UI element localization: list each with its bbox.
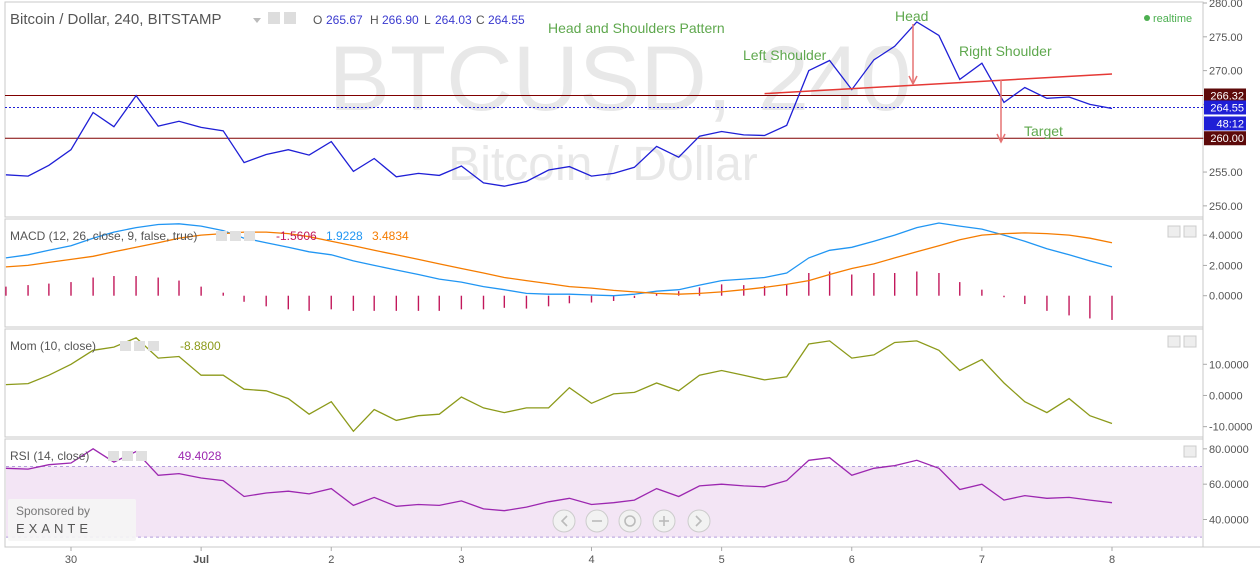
high-label: H [370,13,379,27]
y-tick-label: 0.0000 [1209,390,1243,402]
reset-button[interactable] [618,509,642,533]
y-tick-label: 0.0000 [1209,291,1243,303]
y-tick-label: 280.00 [1209,0,1243,10]
head-annotation: Head [895,8,928,24]
macd-histogram [5,271,1113,320]
x-tick-label: 7 [979,554,985,566]
y-tick-label: 60.0000 [1209,479,1249,491]
reset-icon [624,515,636,527]
chevron-right-icon [695,515,703,527]
last-price-badge [1204,100,1246,115]
y-tick-label: 270.00 [1209,66,1243,78]
rsi-value: 49.4028 [178,449,222,463]
y-tick-label: 255.00 [1209,167,1243,179]
y-tick-label: 2.0000 [1209,260,1243,272]
symbol-title[interactable]: Bitcoin / Dollar, 240, BITSTAMP [10,11,221,28]
countdown-badge [1204,116,1246,131]
resistance-badge-label: 266.32 [1210,91,1244,103]
mom-value: -8.8800 [180,339,221,353]
settings-icon[interactable] [268,12,280,24]
sponsor-line1: Sponsored by [16,504,90,518]
rsi-pane-controls[interactable] [108,451,147,461]
y-tick-label: 10.0000 [1209,359,1249,371]
realtime-label: realtime [1153,13,1192,25]
mom-pane-controls[interactable] [120,341,159,351]
x-tick-label: 8 [1109,554,1115,566]
navigation-glyphs [560,515,703,527]
left-shoulder-annotation: Left Shoulder [743,47,827,63]
symbol-menu-icon[interactable] [253,18,261,23]
signal-value: 3.4834 [372,229,409,243]
resistance-badge [1204,88,1246,103]
close-value: 264.55 [488,13,525,27]
rsi-title[interactable]: RSI (14, close) [10,449,89,463]
sponsor-line2: EXANTE [16,521,92,536]
x-tick-label: Jul [193,554,209,566]
mom-title[interactable]: Mom (10, close) [10,339,96,353]
pattern-annotation: Head and Shoulders Pattern [548,20,725,36]
target-arrow [996,80,1006,144]
open-label: O [313,13,322,27]
open-value: 265.67 [326,13,363,27]
low-label: L [424,13,431,27]
low-value: 264.03 [435,13,472,27]
price-series-line [5,21,1113,187]
y-tick-label: 250.00 [1209,201,1243,213]
y-tick-label: 4.0000 [1209,230,1243,242]
head-arrow [908,24,918,86]
x-tick-label: 5 [719,554,725,566]
target-annotation: Target [1024,123,1063,139]
macd-pane-bg [4,218,1204,328]
x-tick-label: 4 [588,554,594,566]
y-tick-label: -10.0000 [1209,422,1252,434]
rsi-move-buttons[interactable] [1183,445,1197,458]
macd-hist-value: -1.5606 [276,229,317,243]
x-tick-label: 3 [458,554,464,566]
close-label: C [476,13,485,27]
macd-pane-controls[interactable] [216,231,255,241]
scroll-right-button[interactable] [687,509,711,533]
signal-series-line [5,231,1113,295]
realtime-dot-icon [1144,15,1150,21]
macd-value: 1.9228 [326,229,363,243]
momentum-series-line [5,337,1113,433]
price-pane-bg [4,1,1204,218]
high-value: 266.90 [382,13,419,27]
support-badge-label: 260.00 [1210,133,1244,145]
macd-title[interactable]: MACD (12, 26, close, 9, false, true) [10,229,197,243]
x-tick-label: 2 [328,554,334,566]
sponsor-box[interactable] [8,499,136,541]
mom-move-buttons[interactable] [1167,335,1197,348]
y-tick-label: 80.0000 [1209,444,1249,456]
last-price-badge-label: 264.55 [1210,102,1244,114]
chevron-left-icon [560,515,568,527]
rsi-series-line [5,448,1113,512]
ohlc-readout: O 265.67 H 266.90 L 264.03 C 264.55 [313,13,525,27]
x-tick-label: 30 [65,554,77,566]
x-tick-label: 6 [849,554,855,566]
y-tick-label: 275.00 [1209,32,1243,44]
countdown-badge-label: 48:12 [1216,118,1244,130]
macd-move-buttons[interactable] [1167,225,1197,238]
y-tick-label: 40.0000 [1209,515,1249,527]
watermark-symbol: BTCUSD, 240 [329,28,912,130]
watermark-name: Bitcoin / Dollar [448,138,757,191]
neckline-trendline[interactable] [764,73,1113,95]
right-shoulder-annotation: Right Shoulder [959,43,1052,59]
visibility-icon[interactable] [284,12,296,24]
scroll-left-button[interactable] [552,509,576,533]
support-badge [1204,131,1246,146]
axis-labels: 250.00255.00260.00265.00270.00275.00280.… [65,0,1253,566]
macd-series-line [5,222,1113,297]
